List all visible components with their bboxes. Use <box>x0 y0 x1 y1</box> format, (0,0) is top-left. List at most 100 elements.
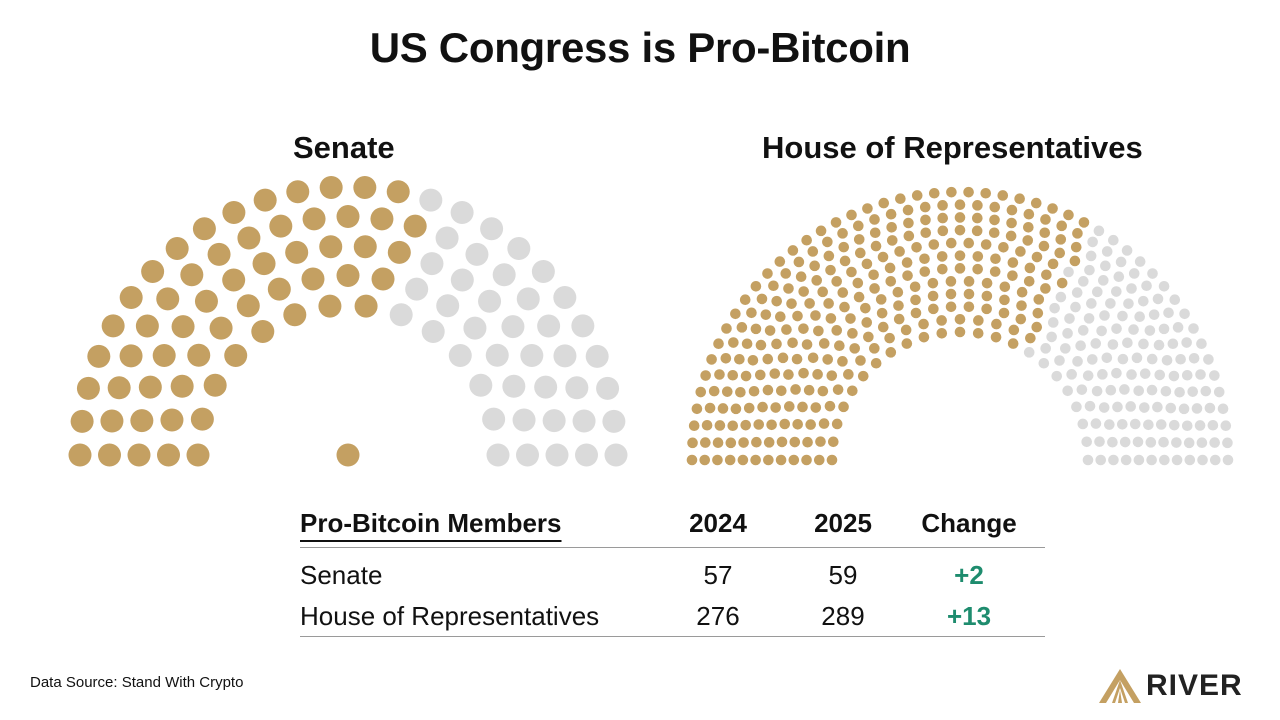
seat-pro-bitcoin <box>236 294 260 318</box>
seat-other <box>1125 401 1136 412</box>
seat-pro-bitcoin <box>286 180 310 204</box>
seat-pro-bitcoin <box>784 401 795 412</box>
seat-pro-bitcoin <box>963 288 975 300</box>
seat-other <box>1082 370 1094 381</box>
seat-pro-bitcoin <box>837 228 848 239</box>
seat-other <box>1117 310 1128 322</box>
seat-other <box>1099 310 1110 321</box>
seat-other <box>1138 338 1149 350</box>
seat-other <box>1191 403 1203 414</box>
seat-other <box>1146 384 1158 396</box>
seat-pro-bitcoin <box>903 230 915 242</box>
seat-other <box>1119 436 1131 448</box>
seat-other <box>1091 385 1103 397</box>
seat-pro-bitcoin <box>781 324 792 335</box>
seat-pro-bitcoin <box>730 308 741 320</box>
seat-other <box>1217 403 1229 415</box>
seat-pro-bitcoin <box>283 303 307 327</box>
seat-pro-bitcoin <box>747 354 759 366</box>
seat-pro-bitcoin <box>997 190 1009 201</box>
seat-pro-bitcoin <box>269 214 293 238</box>
seat-pro-bitcoin <box>980 239 992 250</box>
seat-pro-bitcoin <box>798 286 809 297</box>
seat-center <box>336 443 360 467</box>
seat-other <box>501 315 525 339</box>
seat-pro-bitcoin <box>1016 300 1027 311</box>
seat-pro-bitcoin <box>1023 221 1034 233</box>
seat-other <box>1081 436 1092 448</box>
seat-pro-bitcoin <box>1005 230 1017 242</box>
seat-other <box>537 314 561 338</box>
seat-other <box>1129 418 1141 430</box>
seat-pro-bitcoin <box>834 340 845 352</box>
seat-pro-bitcoin <box>838 401 849 413</box>
seat-pro-bitcoin <box>809 260 820 272</box>
seat-pro-bitcoin <box>107 376 131 400</box>
seat-pro-bitcoin <box>319 235 343 259</box>
seat-pro-bitcoin <box>817 286 828 298</box>
seat-pro-bitcoin <box>920 227 932 239</box>
seat-other <box>1119 384 1130 395</box>
seat-other <box>1051 370 1063 382</box>
seat-pro-bitcoin <box>787 337 798 349</box>
seat-other <box>1195 369 1206 380</box>
header-change: Change <box>921 508 1017 538</box>
seat-other <box>1055 291 1067 303</box>
seat-pro-bitcoin <box>990 253 1001 265</box>
seat-pro-bitcoin <box>774 256 786 267</box>
seat-pro-bitcoin <box>1008 324 1020 336</box>
seat-pro-bitcoin <box>119 285 143 309</box>
seat-pro-bitcoin <box>776 385 787 397</box>
seat-pro-bitcoin <box>141 260 165 284</box>
seat-pro-bitcoin <box>893 300 904 311</box>
seat-pro-bitcoin <box>687 437 698 449</box>
seat-other <box>553 285 577 309</box>
seat-pro-bitcoin <box>877 321 889 333</box>
seat-pro-bitcoin <box>788 454 800 466</box>
seat-pro-bitcoin <box>318 294 342 318</box>
seat-other <box>1084 264 1095 276</box>
seat-pro-bitcoin <box>688 420 700 432</box>
seat-pro-bitcoin <box>847 328 858 339</box>
seat-pro-bitcoin <box>989 201 1001 213</box>
seat-pro-bitcoin <box>186 443 210 467</box>
seat-pro-bitcoin <box>972 328 984 339</box>
seat-pro-bitcoin <box>740 419 752 431</box>
seat-other <box>1082 454 1094 466</box>
seat-pro-bitcoin <box>101 314 125 338</box>
seat-pro-bitcoin <box>1014 193 1025 205</box>
seat-other <box>1098 402 1110 413</box>
seat-pro-bitcoin <box>789 436 801 448</box>
seat-pro-bitcoin <box>928 187 940 199</box>
seat-other <box>1209 437 1220 448</box>
seat-other <box>405 277 429 301</box>
seat-other <box>1196 437 1208 448</box>
seat-pro-bitcoin <box>1031 321 1043 333</box>
header-2025: 2025 <box>814 508 872 538</box>
seat-pro-bitcoin <box>830 217 842 228</box>
seat-pro-bitcoin <box>1007 338 1019 349</box>
seat-pro-bitcoin <box>704 402 716 414</box>
seat-pro-bitcoin <box>1047 203 1058 214</box>
seat-pro-bitcoin <box>769 368 781 379</box>
seat-other <box>1077 418 1089 430</box>
seat-pro-bitcoin <box>886 235 898 246</box>
seat-pro-bitcoin <box>937 200 948 211</box>
seat-pro-bitcoin <box>989 214 1000 226</box>
seat-pro-bitcoin <box>1041 269 1052 281</box>
seat-pro-bitcoin <box>937 263 948 275</box>
seat-other <box>1087 236 1098 248</box>
seat-other <box>1158 436 1169 448</box>
seat-other <box>1095 454 1107 466</box>
seat-other <box>1203 354 1214 365</box>
seat-other <box>1148 309 1160 320</box>
seat-other <box>553 344 577 368</box>
seat-pro-bitcoin <box>863 331 874 343</box>
seat-pro-bitcoin <box>853 291 865 303</box>
seat-pro-bitcoin <box>846 266 857 278</box>
seat-other <box>534 375 558 399</box>
seat-pro-bitcoin <box>846 209 857 221</box>
seat-other <box>1128 268 1140 279</box>
seat-other <box>436 294 460 318</box>
seat-pro-bitcoin <box>869 214 880 225</box>
